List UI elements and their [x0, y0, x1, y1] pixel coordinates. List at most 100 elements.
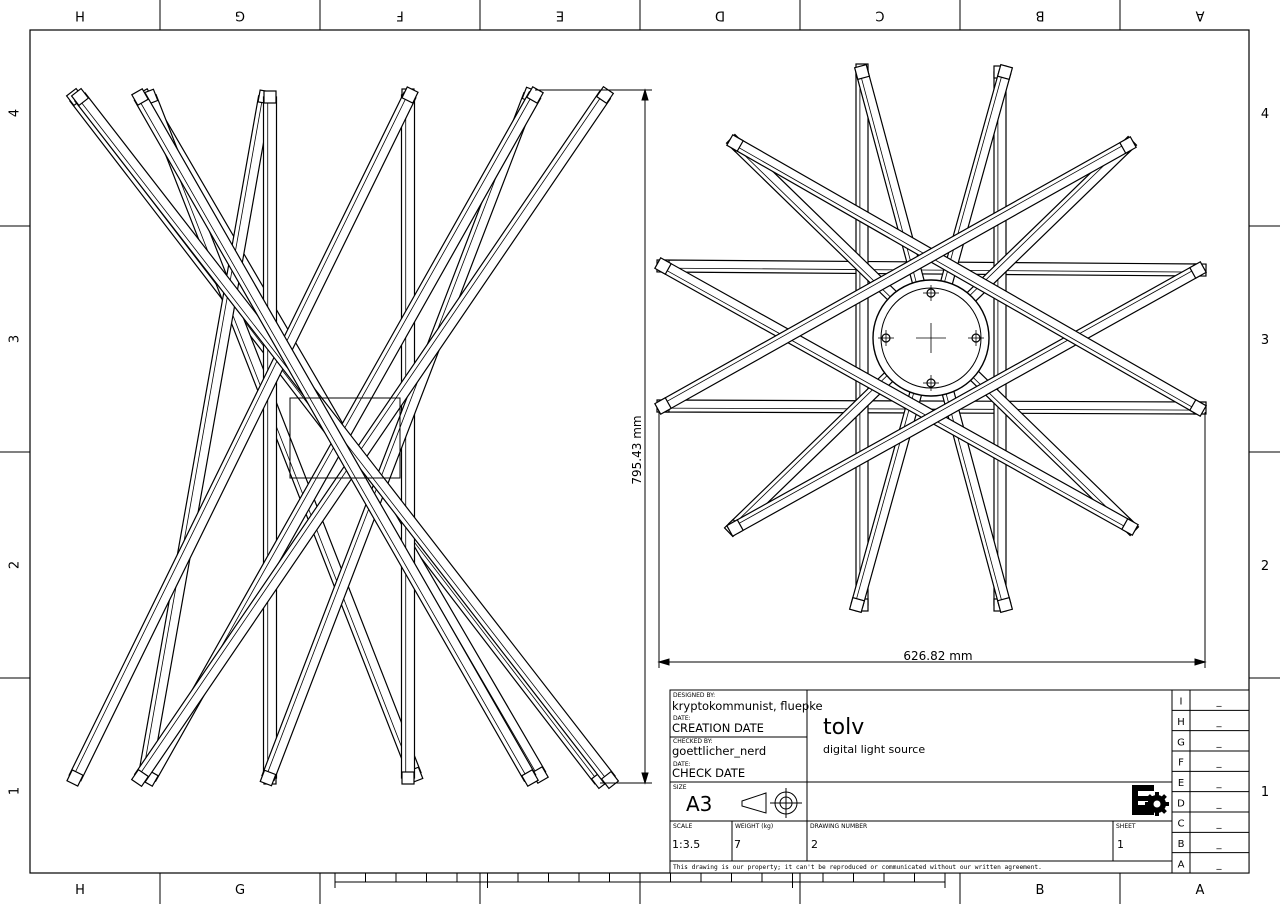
zone-letter-top-g: G — [235, 8, 245, 23]
creation-date-value: CREATION DATE — [672, 721, 764, 735]
zone-letter-top-f: F — [396, 8, 403, 23]
size-label: SIZE — [673, 784, 687, 791]
front-view-bar-cap — [66, 769, 84, 787]
zone-letter-top-h: H — [75, 8, 85, 23]
revision-value: _ — [1216, 839, 1223, 850]
top-view-bar-edge — [733, 267, 1198, 527]
revision-table-lines — [1172, 709, 1249, 854]
width-dimension-label: 626.82 mm — [903, 649, 972, 663]
top-view-bar-cap — [654, 397, 672, 415]
top-zone-letters: H G F E D C B A — [75, 8, 1204, 23]
row-number-left-1: 1 — [8, 787, 23, 795]
date-label: DATE: — [673, 715, 691, 722]
front-view-bar-edge — [137, 93, 604, 777]
top-view-bar-cap — [853, 63, 871, 81]
top-view-bar — [855, 69, 869, 606]
row-number-right-2: 2 — [1261, 559, 1269, 574]
revision-value: _ — [1216, 737, 1223, 748]
row-number-right-1: 1 — [1261, 785, 1269, 800]
front-view-bar-cap — [401, 86, 419, 104]
bottom-zone-letters: H G B A — [75, 883, 1204, 898]
revision-table: I _ H _ G _ F _ E _ D _ C _ B _ A _ — [1177, 697, 1222, 871]
top-view-bar-edge — [661, 267, 1130, 530]
top-view-bar — [993, 71, 1007, 606]
revision-letter: D — [1177, 798, 1185, 809]
drawing-number-label: DRAWING NUMBER — [810, 823, 867, 830]
property-notice: This drawing is our property; it can't b… — [673, 864, 1042, 871]
revision-value: _ — [1216, 819, 1223, 830]
front-view-bar-cap — [259, 769, 277, 787]
top-view-bar-cap — [1188, 398, 1208, 418]
weight-value: 7 — [734, 838, 741, 851]
revision-letter: B — [1178, 839, 1185, 850]
front-view-bar-cap — [130, 87, 150, 107]
front-view-bar-edge — [147, 97, 414, 776]
top-view-bar-cap — [726, 519, 744, 537]
size-value: A3 — [686, 792, 712, 816]
sheet-label: SHEET — [1116, 823, 1136, 830]
front-view-bar-edge — [72, 93, 409, 778]
width-dimension — [657, 412, 1207, 668]
front-view-bar — [262, 96, 278, 779]
top-view-bar-edge — [661, 142, 1128, 405]
date2-label: DATE: — [673, 761, 691, 768]
front-view-bar-cap — [70, 87, 90, 107]
title-block — [669, 689, 1250, 874]
top-view — [654, 63, 1208, 614]
revision-value: _ — [1216, 758, 1223, 769]
sheet-value: 1 — [1117, 838, 1124, 851]
revision-letter: C — [1178, 819, 1185, 830]
front-view-bar — [261, 91, 537, 782]
revision-value: _ — [1216, 697, 1223, 708]
zone-letter-top-b: B — [1036, 8, 1045, 23]
zone-letter-top-d: D — [715, 8, 725, 23]
top-view-bar-cap — [848, 596, 866, 614]
zone-letter-top-a: A — [1195, 8, 1204, 23]
row-number-left-4: 4 — [8, 109, 23, 117]
top-view-bar-cap — [996, 596, 1014, 614]
front-view-hub — [289, 397, 401, 479]
row-number-left-2: 2 — [8, 561, 23, 569]
weight-label: WEIGHT (kg) — [735, 823, 773, 830]
first-angle-projection-icon — [741, 788, 802, 818]
front-view-bar-edge — [265, 94, 529, 778]
revision-letter: F — [1178, 758, 1184, 769]
front-view-bar-cap — [600, 770, 620, 790]
designed-by-value: kryptokommunist, fluepke — [672, 699, 823, 713]
revision-letter: H — [1177, 717, 1185, 728]
front-view-bar-edge — [142, 96, 264, 775]
scale-value: 1:3.5 — [672, 838, 700, 851]
revision-letter: G — [1177, 737, 1185, 748]
row-number-left-3: 3 — [8, 335, 23, 343]
front-view-bar-cap — [130, 768, 150, 788]
top-view-bar-edge — [662, 267, 1200, 273]
revision-value: _ — [1216, 859, 1223, 870]
top-view-bar-cap — [1121, 518, 1139, 536]
freecad-logo — [1132, 785, 1169, 816]
revision-value: _ — [1216, 717, 1223, 728]
zone-letter-top-e: E — [556, 8, 564, 23]
subtitle-value: digital light source — [823, 743, 925, 756]
height-dimension-label: 795.43 mm — [630, 415, 644, 484]
zone-letter-bottom-h: H — [75, 883, 85, 898]
top-view-bar-cap — [1119, 136, 1137, 154]
top-view-bar-cap — [654, 257, 672, 275]
revision-value: _ — [1216, 798, 1223, 809]
top-view-bar-cap — [996, 63, 1014, 81]
front-view-bar-cap — [520, 768, 540, 788]
height-dimension — [535, 88, 652, 785]
top-view-bar-cap — [725, 133, 745, 153]
check-date-value: CHECK DATE — [672, 766, 745, 780]
row-numbers: 4 3 2 1 4 3 2 1 — [8, 107, 1270, 800]
checked-by-label: CHECKED BY: — [673, 738, 713, 745]
top-view-bar-edge — [733, 144, 1198, 411]
zone-letter-top-c: C — [875, 8, 884, 23]
front-view — [65, 85, 620, 790]
revision-value: _ — [1216, 778, 1223, 789]
zone-letter-bottom-b: B — [1036, 883, 1045, 898]
revision-letter: I — [1180, 697, 1183, 708]
front-view-bar-cap — [263, 90, 277, 104]
row-number-right-3: 3 — [1261, 333, 1269, 348]
